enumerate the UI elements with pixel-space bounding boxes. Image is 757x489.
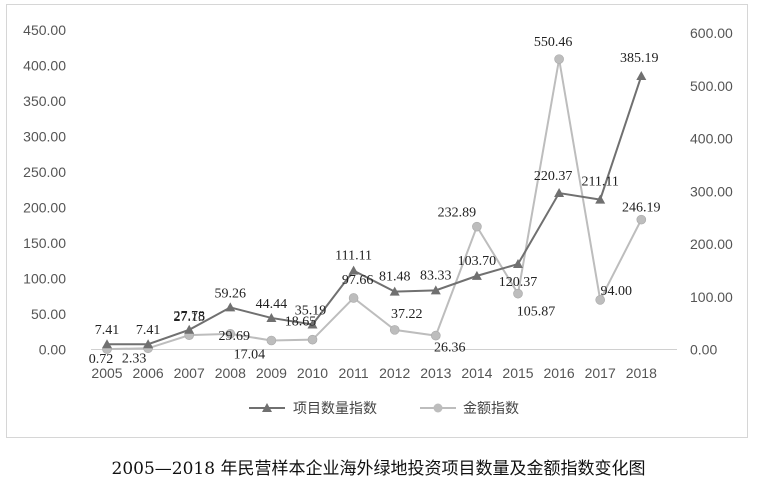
amount-index-point: [348, 293, 359, 303]
x-tick: 2017: [585, 365, 616, 381]
x-tick: 2018: [626, 365, 657, 381]
y-left-tick: 350.00: [23, 93, 66, 109]
amount-index-label: 18.65: [285, 315, 317, 330]
x-tick: 2009: [256, 365, 287, 381]
y-right-tick: 0.00: [690, 342, 717, 358]
x-tick: 2011: [339, 365, 369, 381]
count-index-point: [143, 339, 154, 349]
x-tick: 2012: [379, 365, 410, 381]
amount-index-label: 105.87: [517, 305, 556, 320]
amount-index-label: 550.46: [534, 35, 573, 50]
legend-amount-label: 金额指数: [463, 401, 519, 417]
x-tick: 2007: [174, 365, 205, 381]
x-tick: 2010: [297, 365, 328, 381]
count-index-label: 83.33: [420, 268, 452, 283]
chart-svg: 0.00 50.00 100.00 150.00 200.00 250.00 300.00 3…: [23, 22, 733, 417]
y-right-tick: 400.00: [690, 131, 733, 147]
count-index-point: [471, 270, 482, 280]
count-index-point: [225, 302, 236, 312]
count-index-point: [636, 71, 647, 81]
x-tick: 2015: [502, 365, 533, 381]
x-tick: 2008: [215, 365, 246, 381]
count-index-point: [595, 194, 606, 204]
x-tick: 2006: [133, 365, 164, 381]
count-index-label: 35.19: [295, 304, 327, 319]
legend-count-swatch-marker: [262, 403, 272, 412]
count-index-point: [307, 319, 318, 329]
amount-index-label: 232.89: [438, 206, 477, 221]
amount-index-label: 26.36: [434, 341, 466, 356]
count-index-point: [430, 285, 441, 295]
count-index-point: [184, 324, 195, 334]
x-tick: 2005: [91, 365, 122, 381]
amount-index-label: 2.33: [122, 351, 147, 366]
count-index-label: 111.11: [335, 249, 372, 264]
y-left-tick: 150.00: [23, 235, 66, 251]
count-index-point: [348, 265, 359, 275]
amount-index-point: [430, 330, 441, 341]
amount-index-label: 97.66: [342, 273, 374, 288]
x-tick: 2013: [420, 365, 451, 381]
amount-index-label: 246.19: [622, 201, 661, 216]
count-index-point: [266, 312, 277, 322]
count-index-point: [102, 339, 112, 349]
y-right-tick: 500.00: [690, 78, 733, 94]
amount-index-label: 27.15: [173, 310, 205, 325]
y-left-tick: 100.00: [23, 271, 66, 287]
amount-index-label: 29.69: [219, 329, 251, 344]
amount-index-label: 37.22: [391, 307, 423, 322]
figure-caption: 2005—2018 年民营样本企业海外绿地投资项目数量及金额指数变化图: [111, 459, 646, 479]
amount-index-point: [595, 295, 606, 305]
count-index-point: [554, 188, 565, 198]
amount-index-point: [225, 329, 236, 339]
legend-amount-swatch-marker: [433, 403, 443, 413]
count-index-label: 27.78: [173, 309, 205, 324]
y-right-tick: 300.00: [690, 183, 733, 199]
count-index-label: 44.44: [256, 297, 288, 312]
count-index-label: 211.11: [581, 175, 618, 190]
count-index-line: [107, 75, 643, 346]
amount-index-label: 0.72: [89, 352, 114, 367]
amount-index-point: [636, 214, 647, 225]
count-index-label: 120.37: [499, 275, 538, 290]
legend-count-label: 项目数量指数: [293, 401, 377, 417]
count-index-label: 59.26: [215, 286, 247, 301]
amount-index-point: [554, 54, 564, 64]
count-index-label: 7.41: [136, 323, 161, 338]
y-right-tick: 100.00: [690, 289, 733, 305]
y-left-tick: 450.00: [23, 22, 66, 38]
y-left-tick: 300.00: [23, 129, 66, 145]
amount-index-point: [472, 221, 482, 232]
y-left-tick: 0.00: [39, 342, 66, 358]
chart-frame: 0.00 50.00 100.00 150.00 200.00 250.00 300.00 3…: [6, 4, 748, 438]
x-tick: 2016: [544, 365, 575, 381]
y-left-tick: 200.00: [23, 200, 66, 216]
amount-index-label: 17.04: [234, 348, 266, 363]
count-index-label: 103.70: [458, 254, 497, 269]
amount-index-point: [389, 325, 400, 335]
amount-index-point: [266, 335, 277, 346]
y-left-tick: 400.00: [23, 58, 66, 74]
amount-index-label: 94.00: [600, 284, 632, 299]
amount-index-line: [106, 58, 643, 351]
count-index-label: 81.48: [379, 270, 411, 285]
y-left-tick: 250.00: [23, 164, 66, 180]
amount-index-point: [307, 334, 318, 345]
count-index-label: 220.37: [534, 169, 573, 184]
y-right-tick: 200.00: [690, 236, 733, 252]
amount-index-point: [513, 288, 523, 299]
y-right-tick: 600.00: [690, 25, 733, 41]
count-index-point: [389, 286, 400, 296]
count-index-point: [513, 259, 523, 269]
y-left-tick: 50.00: [31, 306, 66, 322]
count-index-label: 7.41: [95, 323, 120, 338]
count-index-label: 385.19: [620, 51, 659, 66]
x-tick: 2014: [461, 365, 492, 381]
